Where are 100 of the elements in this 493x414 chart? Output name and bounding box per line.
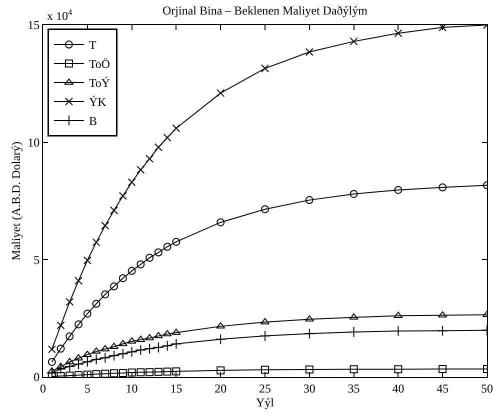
- point: [438, 311, 448, 318]
- point: [216, 366, 225, 374]
- point: [110, 369, 118, 377]
- point: [126, 346, 138, 358]
- point: [64, 361, 76, 372]
- x-tick-label: 5: [84, 381, 90, 396]
- point: [172, 124, 180, 132]
- legend-label: ÝK: [88, 95, 107, 110]
- point: [163, 134, 172, 142]
- point: [110, 206, 118, 214]
- point: [92, 300, 100, 308]
- point: [128, 368, 136, 377]
- point: [394, 29, 402, 38]
- point: [261, 64, 269, 72]
- point: [162, 340, 173, 352]
- x-tick-label: 30: [303, 381, 316, 396]
- point: [118, 348, 128, 360]
- x-tick-label: 15: [170, 381, 182, 396]
- point: [74, 276, 83, 285]
- point: [83, 256, 92, 264]
- point: [83, 310, 92, 318]
- point: [304, 315, 314, 322]
- point: [128, 178, 136, 186]
- x-tick-label: 45: [436, 381, 449, 396]
- point: [146, 154, 154, 163]
- point: [127, 337, 136, 344]
- point: [154, 332, 163, 338]
- legend-label: ToÝ: [88, 76, 110, 90]
- point: [154, 143, 162, 152]
- y-tick-label: 10: [28, 136, 40, 150]
- point: [92, 238, 100, 246]
- point: [438, 25, 447, 32]
- point: [153, 342, 164, 353]
- point: [260, 330, 270, 342]
- x-axis-title: Yýl: [256, 395, 275, 410]
- point: [47, 367, 56, 374]
- point: [216, 218, 225, 226]
- point: [216, 89, 225, 98]
- point: [146, 368, 154, 376]
- point: [438, 183, 447, 192]
- point: [110, 282, 118, 290]
- point: [135, 344, 146, 356]
- point: [392, 326, 404, 336]
- point: [350, 365, 358, 374]
- legend-label: ToÖ: [88, 57, 110, 72]
- point: [172, 367, 180, 376]
- point: [154, 368, 162, 376]
- point: [74, 371, 83, 377]
- point: [65, 358, 74, 364]
- point: [146, 254, 154, 262]
- point: [163, 242, 172, 251]
- point: [136, 368, 145, 376]
- point: [118, 274, 127, 282]
- point: [48, 345, 56, 354]
- x-tick-label: 50: [481, 381, 493, 396]
- point: [305, 365, 314, 374]
- x-tick-label: 20: [214, 381, 227, 396]
- point: [66, 298, 74, 306]
- legend-label: B: [88, 114, 97, 128]
- x-tick-label: 10: [126, 381, 138, 396]
- point: [74, 320, 83, 328]
- legend-label: T: [88, 38, 97, 52]
- point: [56, 321, 65, 330]
- x-tick-label: 35: [348, 381, 360, 396]
- point: [101, 222, 110, 230]
- point: [394, 365, 402, 374]
- point: [215, 334, 226, 345]
- point: [170, 338, 182, 350]
- point: [128, 266, 136, 275]
- point: [90, 354, 102, 365]
- text: x 10$^{4}$: [47, 8, 73, 24]
- point: [92, 347, 101, 354]
- point: [101, 370, 110, 377]
- point: [172, 238, 180, 246]
- point: [118, 369, 127, 377]
- x-tick-label: 40: [392, 381, 404, 396]
- point: [82, 356, 93, 368]
- y-tick-label: 0: [34, 370, 40, 384]
- point: [261, 205, 269, 214]
- point: [83, 370, 92, 377]
- point: [100, 352, 111, 364]
- point: [216, 322, 226, 329]
- point: [261, 366, 269, 374]
- point: [136, 260, 145, 268]
- point: [394, 186, 402, 194]
- point: [101, 290, 110, 298]
- point: [163, 368, 172, 376]
- point: [350, 37, 358, 46]
- point: [55, 364, 66, 374]
- point: [305, 48, 314, 56]
- point: [437, 325, 448, 336]
- point: [118, 192, 127, 200]
- point: [304, 328, 315, 339]
- point: [438, 365, 447, 374]
- chart-title: Orjinal Bina – Beklenen Maliyet Daðýlým: [162, 4, 368, 18]
- point: [154, 248, 162, 256]
- point: [92, 370, 100, 377]
- y-axis-title: Maliyet (A.B.D. Dolarý): [8, 142, 23, 260]
- point: [349, 313, 358, 320]
- y-tick-label: 5: [34, 252, 40, 267]
